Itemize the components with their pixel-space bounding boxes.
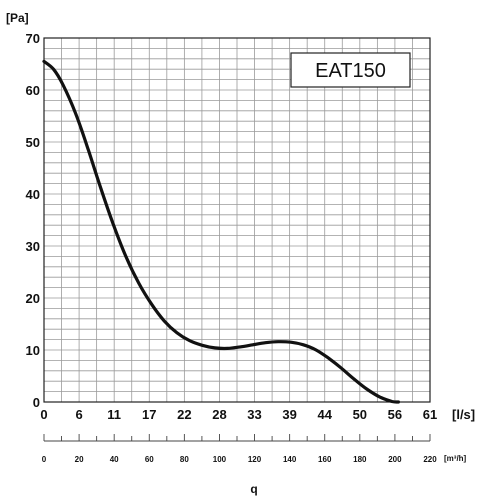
x-tick-label: 0 <box>40 407 47 422</box>
secondary-x-tick-label: 200 <box>388 455 402 464</box>
secondary-x-tick-label: 120 <box>248 455 262 464</box>
y-tick-label: 60 <box>26 83 40 98</box>
y-tick-label: 20 <box>26 291 40 306</box>
x-tick-label: 6 <box>75 407 82 422</box>
secondary-x-tick-label: 0 <box>42 455 47 464</box>
pressure-flow-curve <box>42 59 400 404</box>
plot-frame <box>43 37 431 403</box>
flow-label: q <box>250 482 257 496</box>
y-tick-label: 0 <box>33 395 40 410</box>
x-tick-label: 39 <box>282 407 296 422</box>
y-tick-label: 30 <box>26 239 40 254</box>
y-tick-label: 70 <box>26 31 40 46</box>
x-tick-label: 11 <box>107 407 121 422</box>
x-axis-label: [l/s] <box>452 407 475 422</box>
secondary-x-tick-label: 140 <box>283 455 297 464</box>
x-tick-label: 44 <box>317 407 332 422</box>
x-tick-label: 56 <box>388 407 402 422</box>
y-tick-label: 40 <box>26 187 40 202</box>
x-tick-label: 61 <box>423 407 437 422</box>
secondary-x-tick-label: 100 <box>213 455 227 464</box>
model-label-frame <box>290 52 411 88</box>
y-tick-label: 10 <box>26 343 40 358</box>
x-tick-label: 17 <box>142 407 156 422</box>
secondary-x-tick-label: 40 <box>110 455 119 464</box>
x-tick-label: 28 <box>212 407 226 422</box>
x-tick-label: 22 <box>177 407 191 422</box>
secondary-x-tick-label: 160 <box>318 455 332 464</box>
y-tick-label: 50 <box>26 135 40 150</box>
y-axis-ticks: 0 10 20 30 40 50 60 70 <box>26 31 40 410</box>
secondary-x-tick-label: 60 <box>145 455 154 464</box>
x-tick-label: 50 <box>353 407 367 422</box>
secondary-x-tick-label: 20 <box>75 455 84 464</box>
x-axis-ticks: 0 6 11 17 22 28 33 39 44 50 56 61 <box>40 407 437 422</box>
secondary-x-axis: 0 20 40 60 80 100 120 140 160 180 200 220 <box>42 434 437 464</box>
secondary-x-tick-label: 80 <box>180 455 189 464</box>
model-label-box: EAT150 <box>290 52 411 88</box>
x-tick-label: 33 <box>247 407 261 422</box>
secondary-x-tick-label: 180 <box>353 455 367 464</box>
secondary-x-axis-label: [m³/h] <box>444 454 467 463</box>
secondary-x-tick-label: 220 <box>423 455 437 464</box>
y-axis-label: [Pa] <box>6 11 29 25</box>
model-label: EAT150 <box>315 60 386 82</box>
